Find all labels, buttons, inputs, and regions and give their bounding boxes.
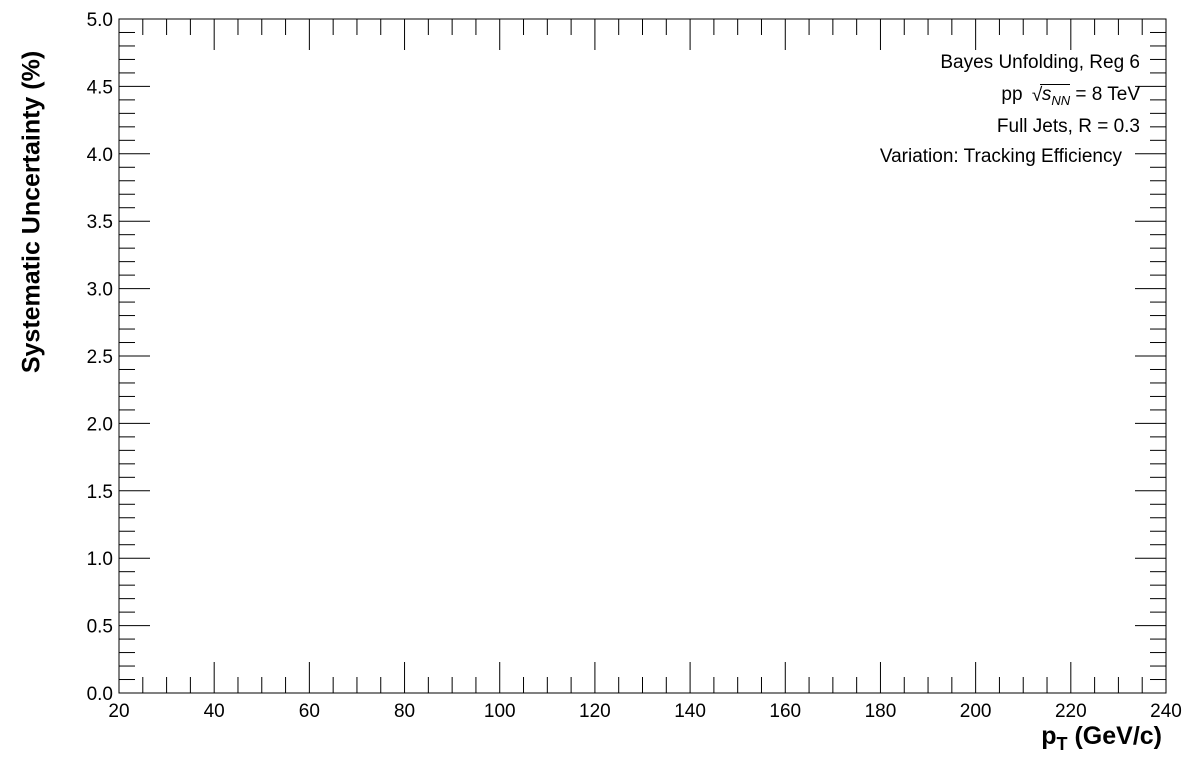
sqrt-variable: s xyxy=(1041,84,1052,105)
y-tick-label: 3.5 xyxy=(87,212,113,233)
y-tick-label: 3.0 xyxy=(87,280,113,301)
x-tick-label: 20 xyxy=(108,701,129,722)
y-tick-label: 0.0 xyxy=(87,684,113,705)
axis-tick-labels: 20 40 60 80 100 120 140 160 180 200 220 240 0.0 0.5 1.… xyxy=(87,10,1182,722)
x-tick-label: 200 xyxy=(960,701,992,722)
x-tick-label: 180 xyxy=(865,701,897,722)
y-tick-label: 1.5 xyxy=(87,482,113,503)
x-axis-title-sub: T xyxy=(1056,734,1068,754)
sqrt-subscript: NN xyxy=(1051,92,1071,108)
y-tick-label: 2.5 xyxy=(87,347,113,368)
y-tick-label: 2.0 xyxy=(87,414,113,435)
sqrt-symbol: √ sNN xyxy=(1031,84,1071,108)
x-tick-label: 80 xyxy=(394,701,415,722)
x-tick-label: 240 xyxy=(1150,701,1182,722)
annotation-line-1: Bayes Unfolding, Reg 6 xyxy=(940,52,1140,73)
annotation-line-2-suffix: = 8 TeV xyxy=(1075,84,1140,105)
annotation-line-3: Full Jets, R = 0.3 xyxy=(996,116,1140,137)
axis-ticks xyxy=(118,18,1167,694)
x-tick-label: 140 xyxy=(674,701,706,722)
annotation-line-2: pp √ sNN = 8 TeV xyxy=(1001,84,1140,108)
y-tick-label: 4.5 xyxy=(87,77,113,98)
x-tick-label: 220 xyxy=(1055,701,1087,722)
y-tick-label: 4.0 xyxy=(87,145,113,166)
annotation-line-4: Variation: Tracking Efficiency xyxy=(879,146,1122,167)
y-tick-label: 0.5 xyxy=(87,617,113,638)
annotation-line-2-prefix: pp xyxy=(1001,84,1023,105)
x-tick-label: 160 xyxy=(769,701,801,722)
y-axis-title: Systematic Uncertainty (%) xyxy=(17,50,46,374)
y-tick-label: 5.0 xyxy=(87,10,113,31)
x-tick-label: 40 xyxy=(204,701,225,722)
x-axis-title: pT (GeV/c) xyxy=(1041,722,1162,755)
x-axis-title-main: p xyxy=(1041,722,1057,750)
x-axis-title-units: (GeV/c) xyxy=(1074,722,1162,750)
x-tick-label: 120 xyxy=(579,701,611,722)
x-tick-label: 100 xyxy=(484,701,516,722)
x-tick-label: 60 xyxy=(299,701,320,722)
y-tick-label: 1.0 xyxy=(87,549,113,570)
